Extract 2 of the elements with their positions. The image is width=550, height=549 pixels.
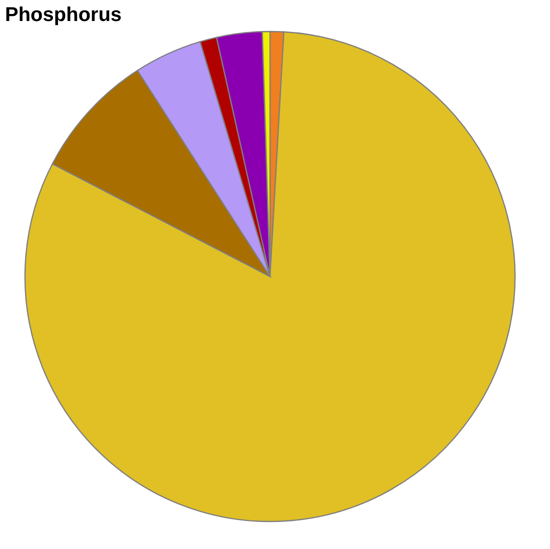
pie-slice: [24, 31, 516, 522]
chart-title: Phosphorus: [5, 4, 122, 26]
